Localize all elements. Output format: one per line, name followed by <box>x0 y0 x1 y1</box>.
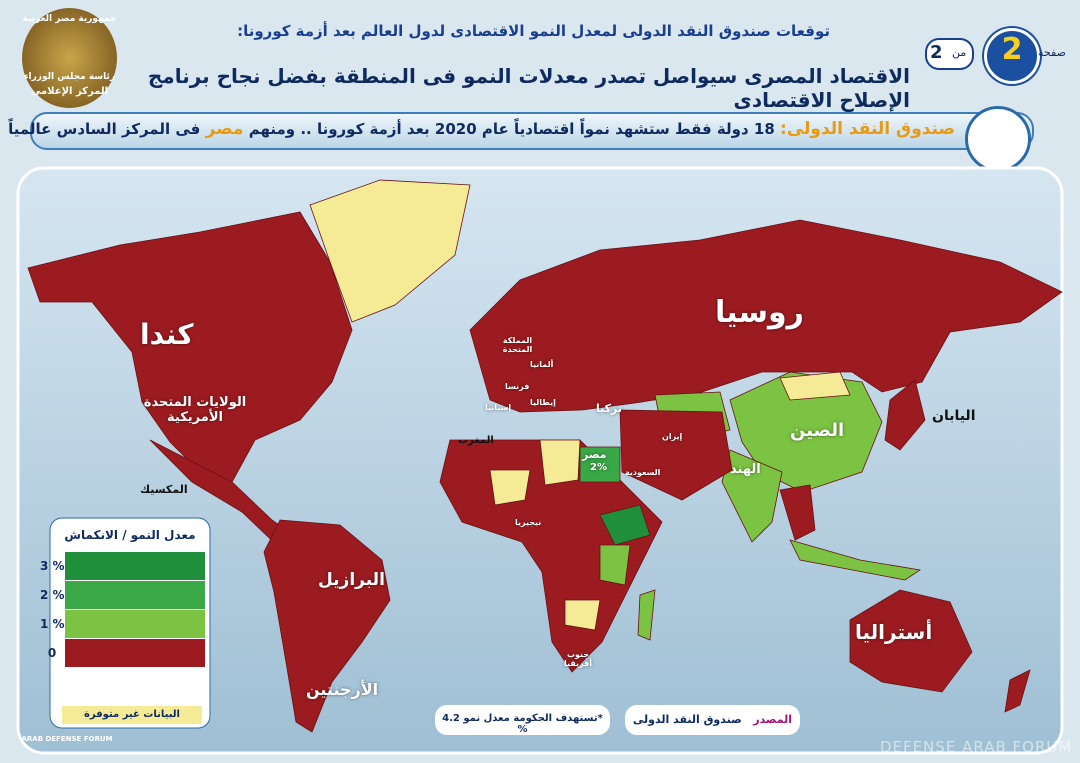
country-label: إسبانيا <box>485 403 512 412</box>
indochina <box>779 484 816 541</box>
country-label: إيران <box>662 432 683 441</box>
legend-label: 0 <box>47 646 57 660</box>
country-label: نيجيريا <box>515 518 542 527</box>
legend-swatch <box>65 581 205 609</box>
country-label: الهند <box>730 462 761 477</box>
india <box>721 449 783 543</box>
watermark: DEFENSE ARAB FORUM <box>880 738 1073 756</box>
logo-text: جمهورية مصر العربية <box>22 14 117 24</box>
source-box <box>625 705 800 735</box>
legend-title: معدل النمو / الانكماش <box>64 528 196 542</box>
banner <box>30 112 1034 150</box>
source-name: صندوق النقد الدولى <box>632 713 742 726</box>
page-word: صفحة <box>1038 46 1066 59</box>
legend-no-data: البيانات غير متوفرة <box>62 706 202 724</box>
greenland <box>309 179 471 323</box>
footnote-box <box>435 705 610 735</box>
source-label: المصدر <box>753 713 793 726</box>
banner-main: 18 دولة فقط ستشهد نمواً اقتصادياً عام 20… <box>248 120 775 138</box>
ethiopia <box>599 504 651 546</box>
logo-text: رئاسة مجلس الوزراء <box>23 72 116 82</box>
japan <box>884 379 926 451</box>
logo-text: المركز الإعلامى <box>30 86 109 97</box>
banner-source: صندوق النقد الدولى: <box>780 119 955 139</box>
country-label: الولايات المتحدة الأمريكية <box>143 395 247 425</box>
source: المصدر صندوق النقد الدولى <box>630 713 795 726</box>
imf-logo <box>965 106 1031 172</box>
legend-swatch <box>65 552 205 580</box>
country-label: إيطاليا <box>530 398 556 407</box>
legend-label: 3 % <box>40 559 65 573</box>
subtitle: توقعات صندوق النقد الدولى لمعدل النمو ال… <box>237 22 830 40</box>
title: الاقتصاد المصرى سيواصل تصدر معدلات النمو… <box>147 64 910 112</box>
indonesia <box>789 539 922 581</box>
southern-africa <box>564 599 601 631</box>
country-rate: 2% <box>590 462 607 473</box>
footnote: *تستهدف الحكومة معدل نمو 4.2 % <box>442 713 603 735</box>
new-zealand <box>1004 669 1031 713</box>
legend-label: 2 % <box>40 588 65 602</box>
country-label: تركيا <box>596 402 622 415</box>
east-africa <box>599 544 631 586</box>
middle-east <box>619 409 733 501</box>
country-label: مصر <box>582 448 607 461</box>
banner-highlight: مصر <box>205 119 244 139</box>
legend-label: 1 % <box>40 617 65 631</box>
sahel <box>489 469 531 506</box>
logo <box>22 8 117 108</box>
country-label: الصين <box>790 420 845 441</box>
legend-swatch <box>65 610 205 638</box>
country-label: ألمانيا <box>530 360 554 369</box>
country-label: السعودية <box>625 468 661 477</box>
country-label: المكسيك <box>140 483 188 496</box>
watermark: ARAB DEFENSE FORUM <box>21 735 113 743</box>
country-label: فرنسا <box>505 382 530 391</box>
madagascar <box>637 589 656 641</box>
eurasia <box>469 219 1063 413</box>
mongolia <box>779 371 851 401</box>
country-label: روسيا <box>715 295 804 330</box>
country-label: الأرجنتين <box>306 680 379 699</box>
egypt <box>579 446 621 483</box>
country-label: المغرب <box>458 435 494 446</box>
country-label: كندا <box>140 318 194 351</box>
country-label: جنوب أفريقيا <box>564 650 592 668</box>
page-pill <box>925 38 974 70</box>
legend-swatch <box>65 639 205 667</box>
banner-text: صندوق النقد الدولى: 18 دولة فقط ستشهد نم… <box>8 119 955 139</box>
country-label: أستراليا <box>855 620 933 644</box>
south-america <box>263 519 391 733</box>
country-label: البرازيل <box>318 570 385 590</box>
australia <box>849 589 973 693</box>
north-america <box>27 211 353 483</box>
page-total: 2 <box>930 42 943 63</box>
page-number: 2 <box>1001 32 1023 67</box>
libya <box>539 439 581 486</box>
banner-rest: فى المركز السادس عالمياً <box>8 120 201 138</box>
page-of: من <box>952 46 967 59</box>
country-label: اليابان <box>932 408 976 424</box>
page-circle <box>984 28 1040 84</box>
country-label: المملكة المتحدة <box>502 336 533 354</box>
